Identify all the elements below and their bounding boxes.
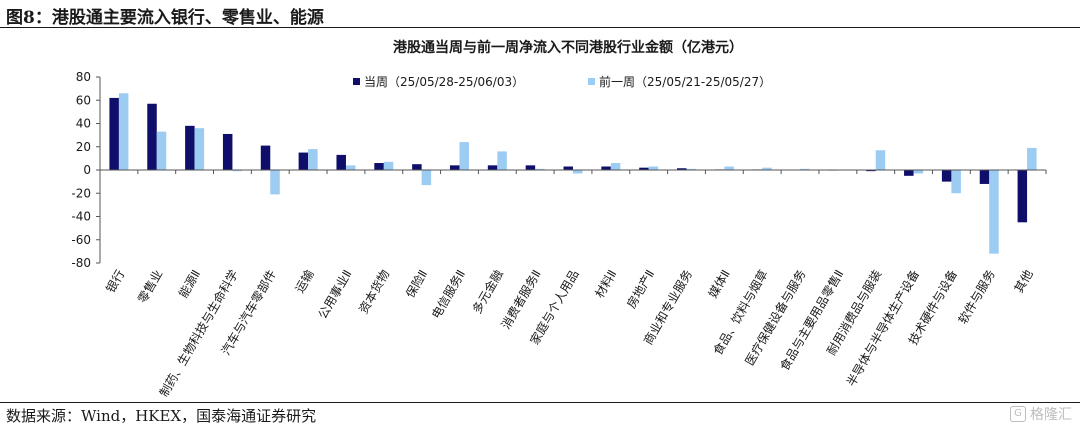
y-tick-label: 0 [83,163,91,177]
x-tick-label: 运输 [292,267,317,295]
x-tick-label: 零售业 [134,267,165,306]
x-tick-label: 软件与服务 [955,267,998,326]
legend: 当周（25/05/28-25/06/03） 前一周（25/05/21-25/05… [353,74,771,89]
x-tick-label: 保险Ⅱ [402,267,430,300]
bar-current-week [185,125,195,170]
bar-current-week [449,165,460,170]
y-tick-label: -40 [71,210,91,224]
bar-previous-week [194,128,205,170]
bar-previous-week [951,170,961,194]
bar-current-week [904,170,914,176]
x-tick-label: 多元金融 [469,267,506,316]
watermark-logo-icon: G [1010,406,1026,422]
y-tick-label: 40 [76,117,91,131]
y-tick-label: -60 [71,233,91,247]
bar-current-week [1017,170,1028,223]
bar-previous-week [875,150,886,170]
bar-previous-week [270,170,280,195]
y-tick-label: 60 [76,93,91,107]
bar-previous-week [459,142,469,170]
bar-previous-week [308,149,318,170]
bar-previous-week [800,168,810,170]
bar-previous-week [913,170,924,174]
bar-chart: 港股通当周与前一周净流入不同港股行业金额（亿港元） 当周（25/05/28-25… [71,39,1047,399]
y-tick-label: 20 [76,140,91,154]
x-tick-label: 消费者服务Ⅱ [498,267,544,332]
bar-current-week [412,164,422,170]
bar-previous-week [686,168,697,170]
bar-previous-week [232,170,242,172]
figure-title: 图8：港股通主要流入银行、零售业、能源 [6,8,324,28]
bar-previous-week [118,93,129,170]
bar-previous-week [535,168,545,170]
source-note: 数据来源：Wind，HKEX，国泰海通证券研究 [6,407,317,425]
bar-previous-week [156,131,167,170]
watermark-text: 格隆汇 [1030,407,1072,423]
x-tick-label: 材料Ⅱ [592,268,619,301]
bars [109,93,1037,254]
watermark: G 格隆汇 [1010,404,1072,424]
bar-current-week [147,103,157,170]
x-tick-label: 半导体与半导体生产设备 [844,268,922,389]
y-tick-label: -20 [71,186,91,200]
legend-swatch-previous [588,78,595,85]
bar-current-week [677,168,687,170]
bar-current-week [487,165,498,170]
bar-current-week [260,145,271,170]
bar-current-week [941,170,952,182]
x-tick-label: 电信服务Ⅱ [428,267,468,321]
x-tick-label: 银行 [103,268,127,296]
bar-previous-week [573,170,583,174]
x-tick-label: 其他 [1012,268,1036,296]
bar-current-week [222,133,233,170]
bar-current-week [298,152,309,170]
legend-swatch-current [353,78,360,85]
y-tick-label: 80 [76,70,91,84]
chart-title: 港股通当周与前一周净流入不同港股行业金额（亿港元） [393,39,743,56]
bar-current-week [639,167,649,170]
bar-previous-week [610,163,621,170]
bar-current-week [601,166,611,170]
x-tick-label: 媒体Ⅱ [706,268,733,301]
bar-previous-week [1027,147,1037,170]
bar-previous-week [762,167,772,170]
legend-label-previous: 前一周（25/05/21-25/05/27） [599,74,771,89]
x-tick-label: 房地产Ⅱ [623,267,657,311]
bar-current-week [563,166,573,170]
y-axis: 80 60 40 20 0 -20 -40 -60 -80 [71,70,101,270]
legend-label-current: 当周（25/05/28-25/06/03） [364,75,524,89]
bar-current-week [109,97,119,170]
bar-previous-week [724,166,734,170]
bar-previous-week [421,170,432,186]
x-tick-label: 资本货物 [355,267,392,316]
bar-previous-week [989,170,999,254]
bar-previous-week [497,151,507,170]
bar-current-week [866,170,876,172]
x-axis: 银行 零售业 能源Ⅱ制药、生物科技与生命科学汽车与汽车零部件 运输公用事业Ⅱ 资本货物保… [99,169,1047,399]
top-rule [0,27,1080,28]
bar-current-week [525,165,536,170]
bar-current-week [979,170,990,184]
bar-previous-week [648,166,659,170]
x-tick-label: 能源Ⅱ [176,268,203,301]
x-tick-label: 公用事业Ⅱ [315,268,354,322]
y-tick-label: -80 [71,256,91,270]
bar-previous-week [345,165,356,170]
bar-current-week [336,154,346,170]
bottom-rule [0,402,1080,403]
bar-current-week [374,163,384,170]
bar-previous-week [383,161,394,170]
